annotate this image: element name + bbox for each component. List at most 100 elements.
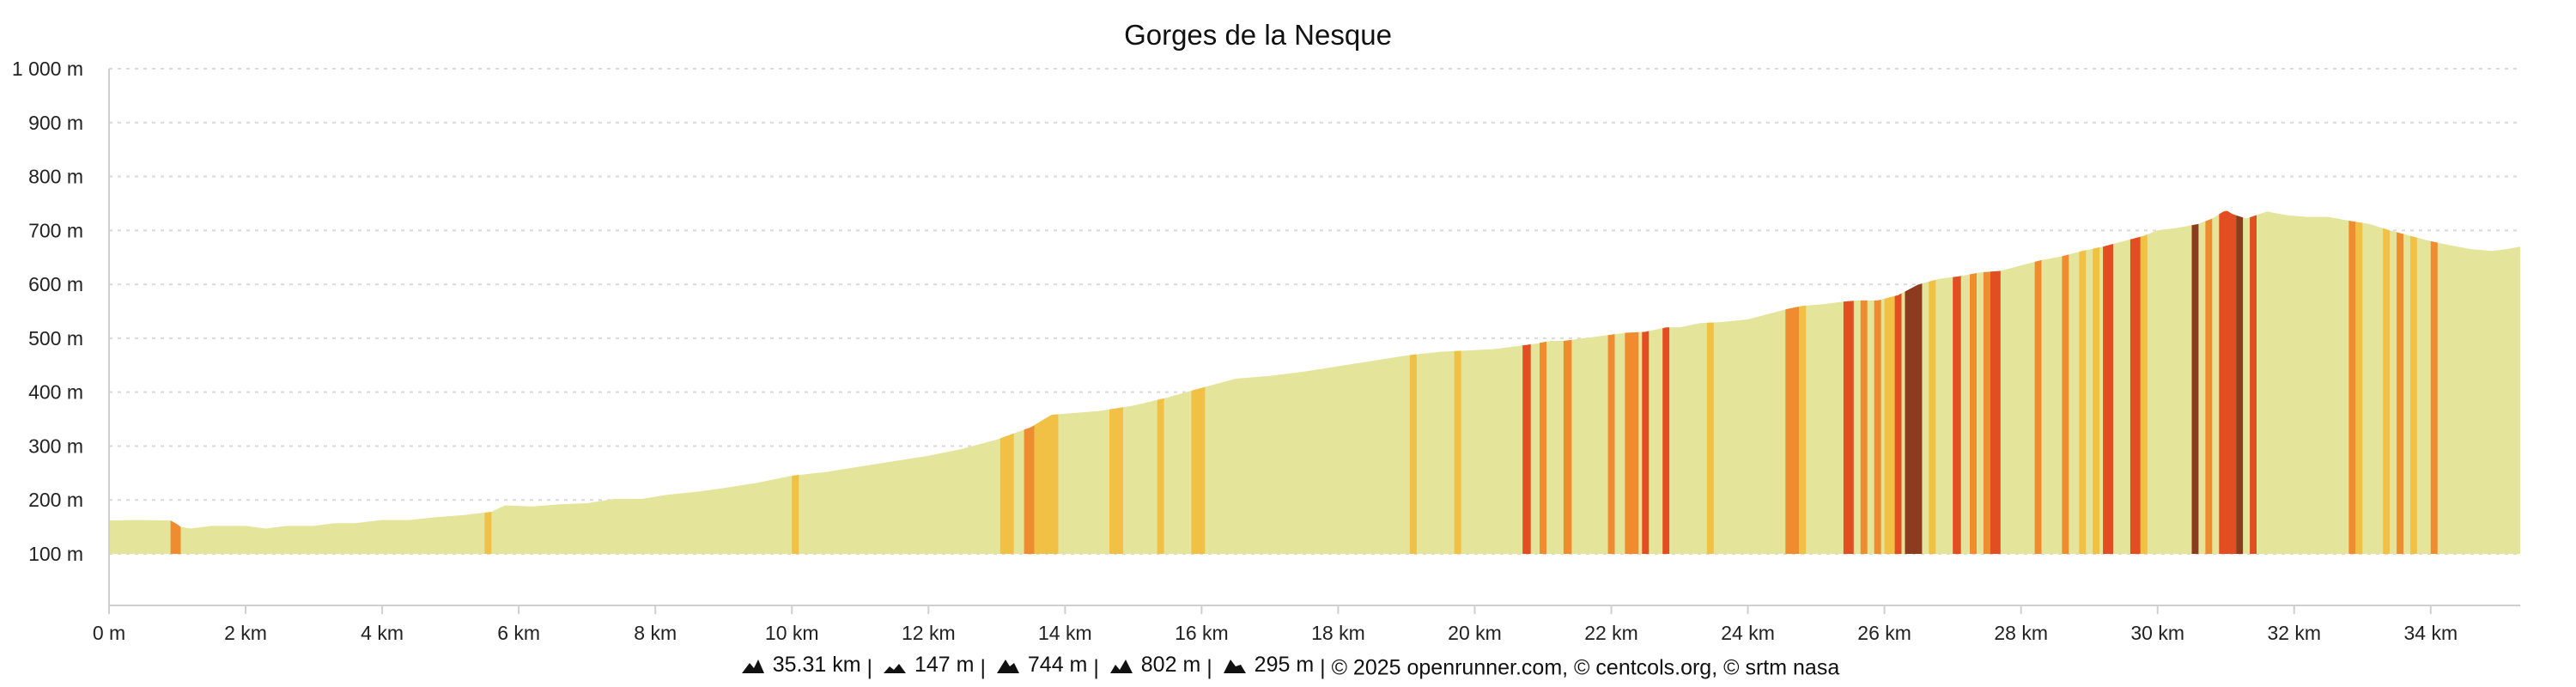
x-tick-label: 28 km xyxy=(1994,622,2048,644)
chart-footer: 35.31 km | 147 m | 744 m | 802 m | 295 m… xyxy=(0,653,2576,681)
distance-value: 35.31 km xyxy=(772,653,861,677)
y-tick-label: 500 m xyxy=(28,327,83,350)
grade-band-steep xyxy=(2236,215,2244,555)
elevation-area xyxy=(109,210,2520,554)
x-tick-label: 10 km xyxy=(765,622,819,644)
distance-climb-icon xyxy=(741,659,764,673)
grade-band-high xyxy=(1990,271,2001,554)
elevation-gain-value: 802 m xyxy=(1140,653,1201,677)
grade-band-high xyxy=(1894,293,1902,554)
x-tick-label: 20 km xyxy=(1448,622,1502,644)
grade-band-high xyxy=(2129,236,2141,554)
elevation-profile xyxy=(109,210,2520,554)
separator: | xyxy=(980,655,986,680)
y-tick-label: 700 m xyxy=(28,219,83,241)
grade-band-mid xyxy=(2348,221,2356,554)
elevation-loss-icon xyxy=(1223,659,1246,673)
y-tick-label: 400 m xyxy=(28,381,83,404)
chart-title: Gorges de la Nesque xyxy=(1124,19,1392,51)
grade-band-mid xyxy=(1983,271,1990,554)
grade-band-low xyxy=(1929,279,1936,554)
y-tick-label: 1 000 m xyxy=(12,58,83,80)
grade-band-mid xyxy=(1860,300,1868,554)
y-tick-label: 200 m xyxy=(28,489,83,511)
grade-band-mid xyxy=(1563,339,1572,554)
min-altitude-segment: 147 m xyxy=(878,653,974,678)
grade-band-mid xyxy=(2430,240,2438,554)
grade-band-low xyxy=(2093,247,2100,554)
elevation-chart: Gorges de la Nesque 100 m 200 m 300 m 400 m… xyxy=(12,19,2520,644)
distance-segment: 35.31 km xyxy=(737,653,861,678)
x-tick-label: 32 km xyxy=(2267,622,2321,644)
grade-band-high xyxy=(1662,327,1670,554)
grade-band-high xyxy=(1642,331,1649,554)
grade-band-low xyxy=(1799,305,1807,554)
grade-band-mid xyxy=(1024,425,1035,554)
x-tick-label: 4 km xyxy=(361,622,404,644)
x-tick-label: 18 km xyxy=(1311,622,1365,644)
elevation-gain-segment: 802 m xyxy=(1105,653,1200,678)
grade-band-low xyxy=(792,475,799,554)
y-tick-label: 800 m xyxy=(28,166,83,188)
grade-band-mid xyxy=(2062,254,2069,554)
y-tick-label: 600 m xyxy=(28,273,83,295)
x-axis: 0 m 2 km 4 km 6 km 8 km 10 km 12 km 14 km 16 km 1… xyxy=(93,605,2520,644)
y-axis: 100 m 200 m 300 m 400 m 500 m 600 m 700 m 800 m… xyxy=(12,58,110,605)
grade-band-steep xyxy=(1905,283,1923,554)
grade-bands xyxy=(170,210,2438,555)
grade-band-mid xyxy=(1625,331,1639,554)
separator: | xyxy=(1093,655,1099,680)
x-tick-label: 24 km xyxy=(1721,622,1775,644)
x-tick-label: 16 km xyxy=(1175,622,1229,644)
grade-band-mid xyxy=(170,520,181,554)
grade-band-low xyxy=(1409,354,1417,554)
grade-band-mid xyxy=(2034,259,2042,554)
separator: | xyxy=(1206,655,1212,680)
grade-band-low xyxy=(2383,228,2391,554)
grade-band-low xyxy=(999,433,1014,554)
grade-band-low xyxy=(2140,234,2148,554)
grade-band-mid xyxy=(1540,341,1546,554)
grade-band-high xyxy=(1953,276,1961,554)
grade-band-high xyxy=(1843,301,1854,554)
x-tick-label: 22 km xyxy=(1584,622,1638,644)
grade-band-high xyxy=(1522,344,1531,554)
grade-band-mid xyxy=(1874,299,1881,554)
x-tick-label: 30 km xyxy=(2130,622,2184,644)
grade-band-mid xyxy=(1970,273,1977,554)
grade-band-low xyxy=(1191,386,1206,554)
x-tick-label: 26 km xyxy=(1857,622,1911,644)
grade-band-steep xyxy=(2191,223,2199,554)
grade-band-low xyxy=(1884,295,1895,554)
grade-band-high xyxy=(2219,210,2237,554)
grade-band-low xyxy=(1109,407,1123,554)
grade-band-low xyxy=(1706,322,1714,554)
x-tick-label: 34 km xyxy=(2404,622,2458,644)
x-tick-label: 12 km xyxy=(902,622,956,644)
x-tick-label: 6 km xyxy=(497,622,540,644)
x-tick-label: 0 m xyxy=(93,622,125,644)
grade-band-low xyxy=(1157,398,1164,554)
min-altitude-value: 147 m xyxy=(914,653,975,677)
grade-band-mid xyxy=(1785,307,1800,554)
min-altitude-icon xyxy=(884,663,906,673)
max-altitude-icon xyxy=(996,659,1019,673)
elevation-loss-segment: 295 m xyxy=(1218,653,1314,678)
grade-band-mid xyxy=(2205,218,2213,554)
x-tick-label: 2 km xyxy=(224,622,267,644)
grade-band-low xyxy=(484,512,492,554)
grade-band-low xyxy=(2355,222,2363,554)
grade-band-high xyxy=(2250,215,2257,554)
separator: | xyxy=(866,655,873,680)
max-altitude-segment: 744 m xyxy=(992,653,1087,678)
y-tick-label: 100 m xyxy=(28,543,83,565)
grade-band-low xyxy=(2079,250,2087,554)
max-altitude-value: 744 m xyxy=(1027,653,1088,677)
elevation-gain-icon xyxy=(1109,659,1133,673)
grade-band-high xyxy=(2103,244,2113,554)
y-tick-label: 900 m xyxy=(28,112,83,134)
grade-band-low xyxy=(1034,414,1059,554)
grade-band-mid xyxy=(2397,232,2403,554)
separator: | xyxy=(1320,655,1326,680)
grade-band-low xyxy=(1454,350,1461,554)
